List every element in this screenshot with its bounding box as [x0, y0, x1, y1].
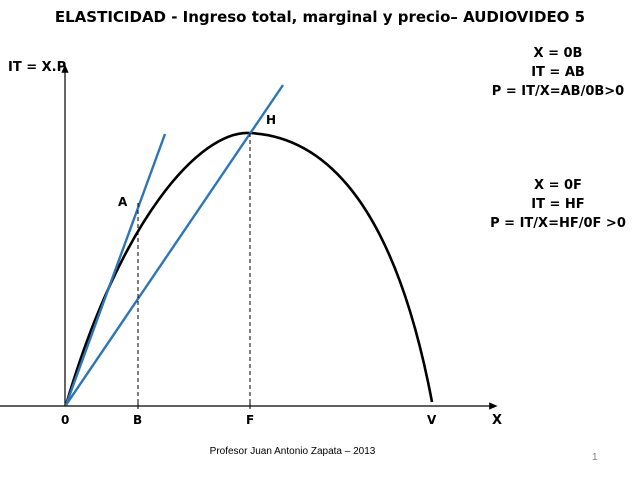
note-h-line3: P = IT/X=HF/0F >0 — [490, 216, 626, 231]
y-axis-label: IT = X.P — [8, 60, 67, 75]
slide-number: 1 — [592, 452, 598, 463]
x-label-v: V — [427, 413, 437, 427]
x-label-b: B — [133, 413, 142, 427]
total-revenue-curve — [64, 131, 434, 406]
slide-title: ELASTICIDAD - Ingreso total, marginal y … — [54, 8, 586, 26]
origin-label: 0 — [61, 413, 69, 427]
point-h-label: H — [266, 113, 276, 127]
x-label-f: F — [246, 413, 254, 427]
note-point-h: X = 0F IT = HF P = IT/X=HF/0F >0 — [478, 176, 638, 233]
note-a-line2: IT = AB — [531, 65, 585, 80]
footer-author: Profesor Juan Antonio Zapata – 2013 — [209, 446, 376, 457]
note-a-line3: P = IT/X=AB/0B>0 — [491, 84, 625, 99]
note-point-a: X = 0B IT = AB P = IT/X=AB/0B>0 — [478, 44, 638, 101]
ray-line-through-a — [64, 133, 167, 406]
point-a-label: A — [118, 195, 128, 209]
x-axis-label: X — [492, 413, 502, 428]
ray-line-through-h — [65, 84, 284, 406]
note-a-line1: X = 0B — [533, 46, 583, 61]
note-h-line2: IT = HF — [531, 197, 585, 212]
note-h-line1: X = 0F — [534, 178, 582, 193]
